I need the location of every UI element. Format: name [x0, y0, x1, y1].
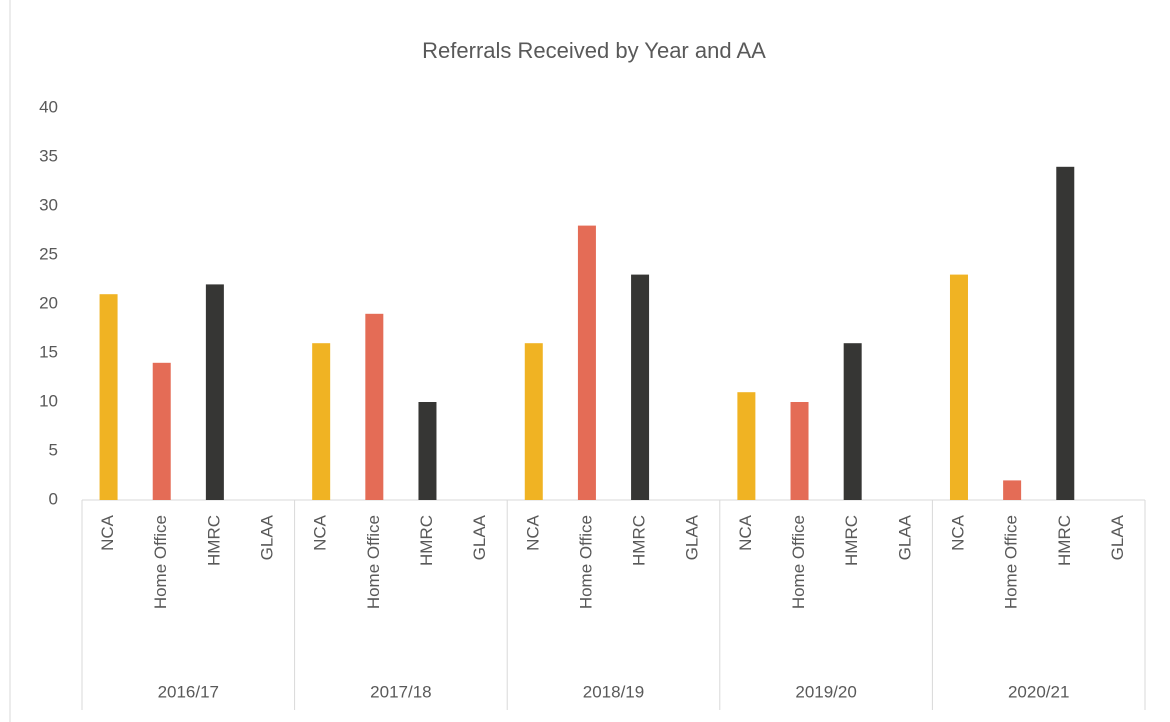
x-tick-label: NCA: [736, 514, 755, 551]
bar: [1056, 166, 1075, 501]
bar: [631, 274, 650, 500]
bar: [1003, 480, 1022, 500]
bar: [312, 343, 331, 500]
group-label: 2019/20: [795, 682, 856, 701]
group-label: 2020/21: [1008, 682, 1069, 701]
x-tick-label: NCA: [311, 514, 330, 551]
x-tick-label: HMRC: [1055, 515, 1074, 566]
bar: [152, 362, 171, 500]
y-tick-label: 15: [39, 342, 58, 361]
bar: [205, 284, 224, 500]
x-tick-label: GLAA: [1108, 514, 1127, 560]
group-label: 2018/19: [583, 682, 644, 701]
x-tick-label: GLAA: [470, 514, 489, 560]
y-tick-label: 20: [39, 293, 58, 312]
bar: [843, 343, 862, 500]
x-tick-label: HMRC: [204, 515, 223, 566]
bar: [524, 343, 543, 500]
x-tick-label: NCA: [98, 514, 117, 551]
y-tick-label: 30: [39, 195, 58, 214]
x-tick-label: HMRC: [842, 515, 861, 566]
y-tick-label: 35: [39, 146, 58, 165]
bar: [99, 294, 118, 500]
x-tick-label: NCA: [523, 514, 542, 551]
x-tick-label: GLAA: [895, 514, 914, 560]
group-label: 2017/18: [370, 682, 431, 701]
bar: [418, 402, 437, 500]
y-tick-label: 0: [49, 489, 58, 508]
x-tick-label: Home Office: [789, 515, 808, 609]
group-label: 2016/17: [158, 682, 219, 701]
y-tick-label: 40: [39, 97, 58, 116]
chart-title: Referrals Received by Year and AA: [422, 38, 766, 63]
y-tick-label: 10: [39, 391, 58, 410]
x-tick-label: HMRC: [417, 515, 436, 566]
x-tick-label: HMRC: [630, 515, 649, 566]
x-tick-label: Home Office: [364, 515, 383, 609]
x-tick-label: NCA: [948, 514, 967, 551]
x-tick-label: Home Office: [1002, 515, 1021, 609]
x-tick-label: GLAA: [683, 514, 702, 560]
bar: [790, 402, 809, 500]
bar: [737, 392, 756, 500]
x-tick-label: Home Office: [576, 515, 595, 609]
y-tick-label: 5: [49, 440, 58, 459]
x-tick-label: GLAA: [258, 514, 277, 560]
y-tick-label: 25: [39, 244, 58, 263]
bar: [365, 313, 384, 500]
bar: [577, 225, 596, 500]
bar: [949, 274, 968, 500]
x-tick-label: Home Office: [151, 515, 170, 609]
